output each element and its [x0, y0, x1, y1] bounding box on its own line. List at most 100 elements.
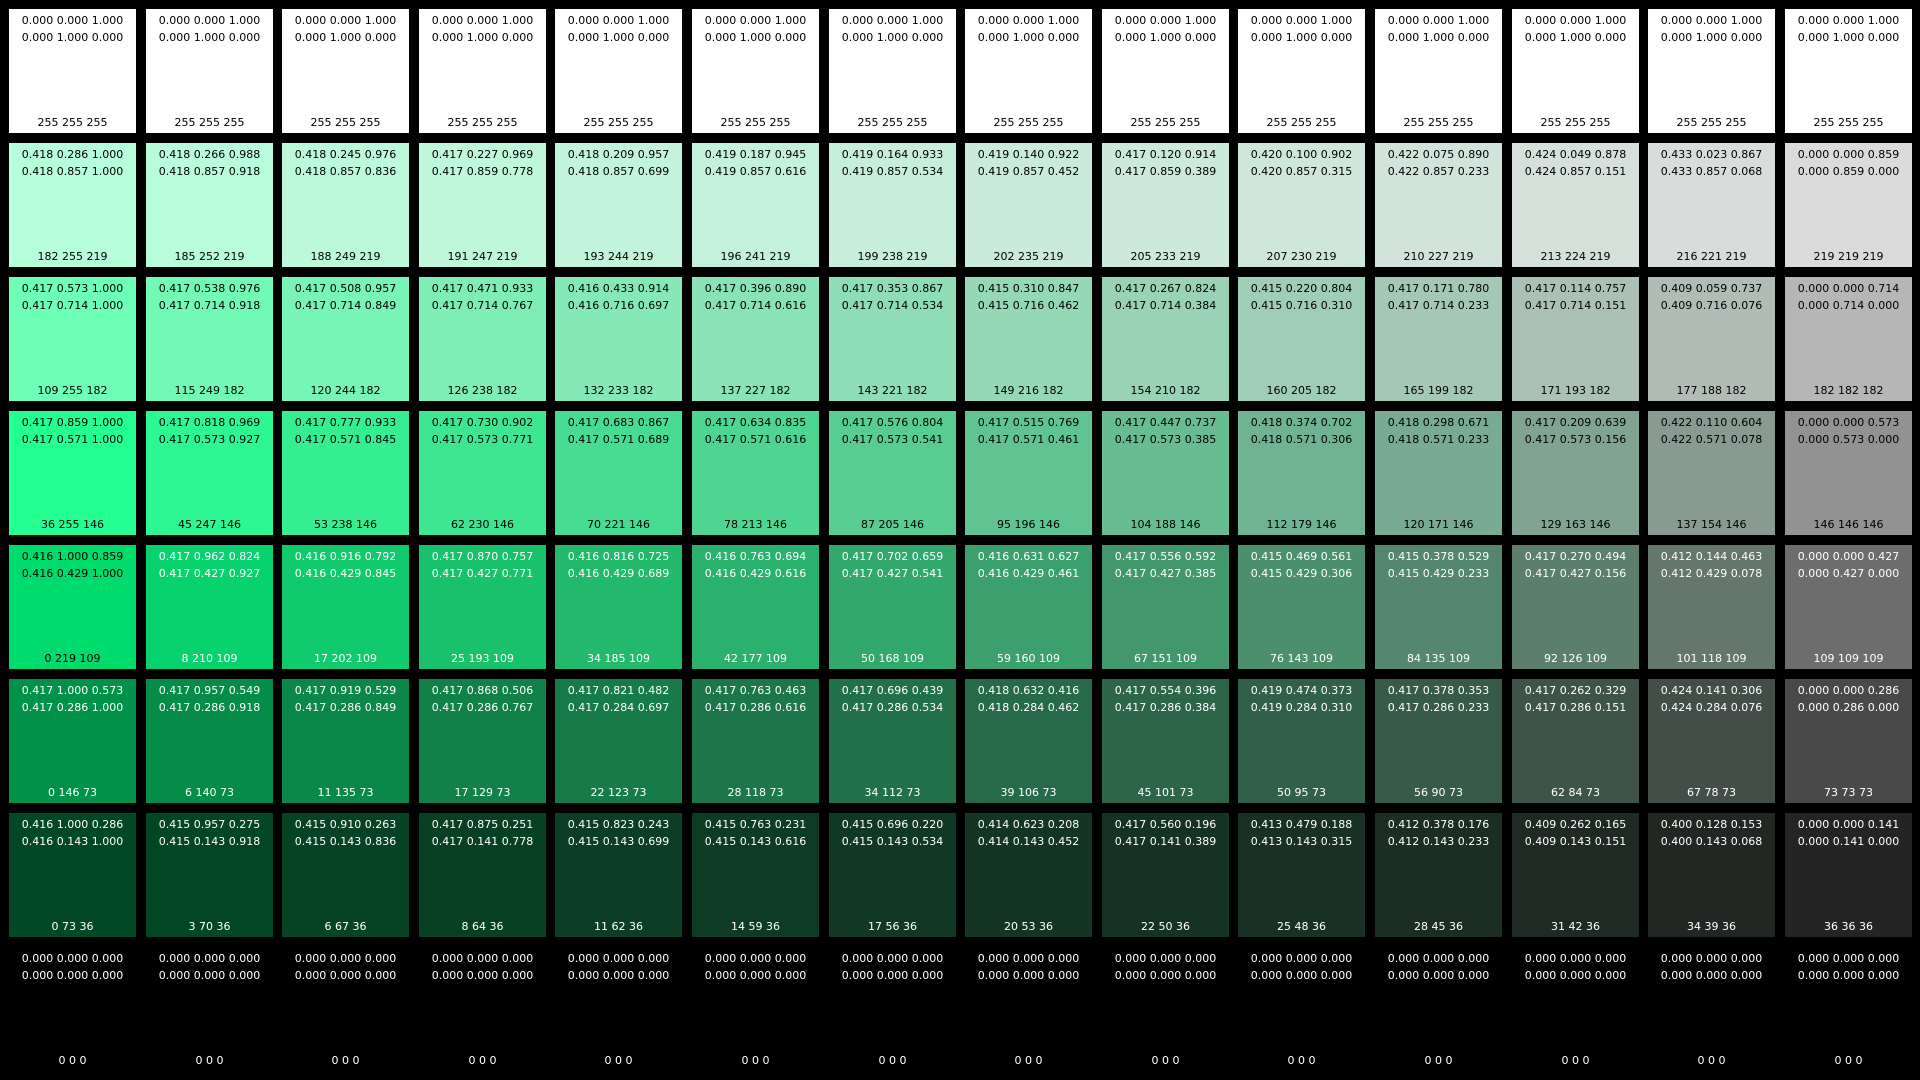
- swatch-rgb-label: 59 160 109: [997, 652, 1060, 665]
- swatch-rgb-label: 0 146 73: [48, 786, 97, 799]
- swatch-values-line-2: 0.000 1.000 0.000: [841, 31, 944, 44]
- swatch-values-line-2: 0.000 0.859 0.000: [1797, 165, 1900, 178]
- swatch-values-line-2: 0.417 0.286 0.767: [431, 701, 534, 714]
- swatch-values-line-1: 0.416 0.763 0.694: [704, 550, 807, 563]
- color-swatch: 0.000 0.000 0.000 0.000 0.000 0.000 0 0 0: [1102, 947, 1229, 1071]
- swatch-values-line-1: 0.418 0.632 0.416: [977, 684, 1080, 697]
- swatch-rgb-label: 8 210 109: [181, 652, 238, 665]
- swatch-values-line-2: 0.000 0.000 0.000: [704, 969, 807, 982]
- color-swatch: 0.000 0.000 0.000 0.000 0.000 0.000 0 0 0: [1785, 947, 1912, 1071]
- swatch-rgb-label: 126 238 182: [447, 384, 518, 397]
- swatch-values-line-2: 0.419 0.857 0.452: [977, 165, 1080, 178]
- swatch-values-line-2: 0.000 1.000 0.000: [1797, 31, 1900, 44]
- color-swatch: 0.000 0.000 1.000 0.000 1.000 0.000 255 25…: [419, 9, 546, 133]
- swatch-values-line-2: 0.417 0.571 0.616: [704, 433, 807, 446]
- color-swatch: 0.000 0.000 0.000 0.000 0.000 0.000 0 0 0: [555, 947, 682, 1071]
- color-swatch: 0.000 0.000 1.000 0.000 1.000 0.000 255 25…: [1785, 9, 1912, 133]
- color-swatch: 0.419 0.140 0.922 0.419 0.857 0.452 202 23…: [965, 143, 1092, 267]
- swatch-values-line-2: 0.424 0.284 0.076: [1660, 701, 1763, 714]
- swatch-rgb-label: 34 39 36: [1687, 920, 1736, 933]
- swatch-values-line-1: 0.000 0.000 0.000: [1660, 952, 1763, 965]
- swatch-values-line-1: 0.416 0.433 0.914: [567, 282, 670, 295]
- swatch-values-line-2: 0.000 0.000 0.000: [431, 969, 534, 982]
- swatch-values-line-2: 0.000 1.000 0.000: [704, 31, 807, 44]
- swatch-values-line-2: 0.415 0.143 0.836: [294, 835, 397, 848]
- swatch-values-line-2: 0.418 0.857 0.836: [294, 165, 397, 178]
- color-swatch: 0.417 0.683 0.867 0.417 0.571 0.689 70 221…: [555, 411, 682, 535]
- swatch-values-line-1: 0.416 0.916 0.792: [294, 550, 397, 563]
- color-swatch: 0.417 0.763 0.463 0.417 0.286 0.616 28 118…: [692, 679, 819, 803]
- swatch-rgb-label: 255 255 255: [583, 116, 654, 129]
- swatch-values-line-1: 0.422 0.075 0.890: [1387, 148, 1490, 161]
- swatch-values-line-1: 0.000 0.000 0.573: [1797, 416, 1900, 429]
- swatch-rgb-label: 255 255 255: [37, 116, 108, 129]
- swatch-rgb-label: 67 151 109: [1134, 652, 1197, 665]
- swatch-rgb-label: 31 42 36: [1551, 920, 1600, 933]
- swatch-values-line-2: 0.417 0.286 0.384: [1114, 701, 1217, 714]
- swatch-rgb-label: 255 255 255: [720, 116, 791, 129]
- swatch-rgb-label: 56 90 73: [1414, 786, 1463, 799]
- swatch-rgb-label: 255 255 255: [1540, 116, 1611, 129]
- color-swatch: 0.418 0.298 0.671 0.418 0.571 0.233 120 17…: [1375, 411, 1502, 535]
- swatch-rgb-label: 0 0 0: [741, 1054, 770, 1067]
- swatch-rgb-label: 0 73 36: [51, 920, 94, 933]
- color-swatch: 0.417 0.573 1.000 0.417 0.714 1.000 109 25…: [9, 277, 136, 401]
- swatch-values-line-2: 0.417 0.286 0.151: [1524, 701, 1627, 714]
- swatch-rgb-label: 11 62 36: [594, 920, 643, 933]
- swatch-values-line-2: 0.416 0.429 0.616: [704, 567, 807, 580]
- color-swatch: 0.415 0.469 0.561 0.415 0.429 0.306 76 143…: [1238, 545, 1365, 669]
- color-swatch: 0.417 0.538 0.976 0.417 0.714 0.918 115 24…: [146, 277, 273, 401]
- swatch-values-line-2: 0.417 0.573 0.927: [158, 433, 261, 446]
- swatch-rgb-label: 0 0 0: [1287, 1054, 1316, 1067]
- swatch-values-line-2: 0.417 0.284 0.697: [567, 701, 670, 714]
- swatch-values-line-2: 0.417 0.286 1.000: [21, 701, 124, 714]
- color-swatch: 0.417 0.227 0.969 0.417 0.859 0.778 191 24…: [419, 143, 546, 267]
- swatch-rgb-label: 191 247 219: [447, 250, 518, 263]
- swatch-rgb-label: 177 188 182: [1676, 384, 1747, 397]
- swatch-rgb-label: 62 84 73: [1551, 786, 1600, 799]
- swatch-rgb-label: 255 255 255: [993, 116, 1064, 129]
- color-swatch: 0.000 0.000 0.573 0.000 0.573 0.000 146 14…: [1785, 411, 1912, 535]
- color-swatch: 0.418 0.266 0.988 0.418 0.857 0.918 185 25…: [146, 143, 273, 267]
- swatch-rgb-label: 45 101 73: [1137, 786, 1194, 799]
- swatch-values-line-1: 0.415 0.957 0.275: [158, 818, 261, 831]
- color-swatch: 0.000 0.000 0.000 0.000 0.000 0.000 0 0 0: [282, 947, 409, 1071]
- color-swatch: 0.000 0.000 0.141 0.000 0.141 0.000 36 36 …: [1785, 813, 1912, 937]
- swatch-rgb-label: 39 106 73: [1000, 786, 1057, 799]
- swatch-rgb-label: 6 140 73: [185, 786, 234, 799]
- swatch-values-line-1: 0.000 0.000 1.000: [1387, 14, 1490, 27]
- color-swatch: 0.415 0.310 0.847 0.415 0.716 0.462 149 21…: [965, 277, 1092, 401]
- color-swatch: 0.422 0.075 0.890 0.422 0.857 0.233 210 22…: [1375, 143, 1502, 267]
- color-swatch: 0.417 0.560 0.196 0.417 0.141 0.389 22 50 …: [1102, 813, 1229, 937]
- swatch-values-line-1: 0.000 0.000 0.000: [977, 952, 1080, 965]
- swatch-values-line-2: 0.415 0.716 0.310: [1250, 299, 1353, 312]
- swatch-rgb-label: 160 205 182: [1266, 384, 1337, 397]
- color-swatch: 0.000 0.000 0.859 0.000 0.859 0.000 219 21…: [1785, 143, 1912, 267]
- swatch-values-line-1: 0.000 0.000 1.000: [431, 14, 534, 27]
- swatch-rgb-label: 0 0 0: [1697, 1054, 1726, 1067]
- swatch-values-line-1: 0.417 0.730 0.902: [431, 416, 534, 429]
- swatch-values-line-2: 0.412 0.143 0.233: [1387, 835, 1490, 848]
- color-swatch: 0.000 0.000 0.000 0.000 0.000 0.000 0 0 0: [1512, 947, 1639, 1071]
- color-swatch: 0.417 0.554 0.396 0.417 0.286 0.384 45 101…: [1102, 679, 1229, 803]
- swatch-rgb-label: 36 36 36: [1824, 920, 1873, 933]
- swatch-rgb-label: 185 252 219: [174, 250, 245, 263]
- swatch-values-line-1: 0.418 0.298 0.671: [1387, 416, 1490, 429]
- swatch-values-line-1: 0.417 0.576 0.804: [841, 416, 944, 429]
- color-swatch: 0.417 0.262 0.329 0.417 0.286 0.151 62 84 …: [1512, 679, 1639, 803]
- swatch-values-line-1: 0.417 0.919 0.529: [294, 684, 397, 697]
- swatch-values-line-1: 0.417 0.120 0.914: [1114, 148, 1217, 161]
- swatch-rgb-label: 0 0 0: [1424, 1054, 1453, 1067]
- color-swatch: 0.000 0.000 1.000 0.000 1.000 0.000 255 25…: [1512, 9, 1639, 133]
- swatch-values-line-2: 0.419 0.284 0.310: [1250, 701, 1353, 714]
- swatch-values-line-2: 0.417 0.714 0.384: [1114, 299, 1217, 312]
- swatch-values-line-1: 0.417 0.696 0.439: [841, 684, 944, 697]
- color-swatch: 0.419 0.474 0.373 0.419 0.284 0.310 50 95 …: [1238, 679, 1365, 803]
- swatch-rgb-label: 120 244 182: [310, 384, 381, 397]
- swatch-values-line-2: 0.417 0.714 0.233: [1387, 299, 1490, 312]
- color-swatch: 0.417 0.962 0.824 0.417 0.427 0.927 8 210 …: [146, 545, 273, 669]
- swatch-rgb-label: 8 64 36: [461, 920, 504, 933]
- swatch-values-line-1: 0.417 0.515 0.769: [977, 416, 1080, 429]
- swatch-values-line-2: 0.417 0.573 0.541: [841, 433, 944, 446]
- swatch-rgb-label: 165 199 182: [1403, 384, 1474, 397]
